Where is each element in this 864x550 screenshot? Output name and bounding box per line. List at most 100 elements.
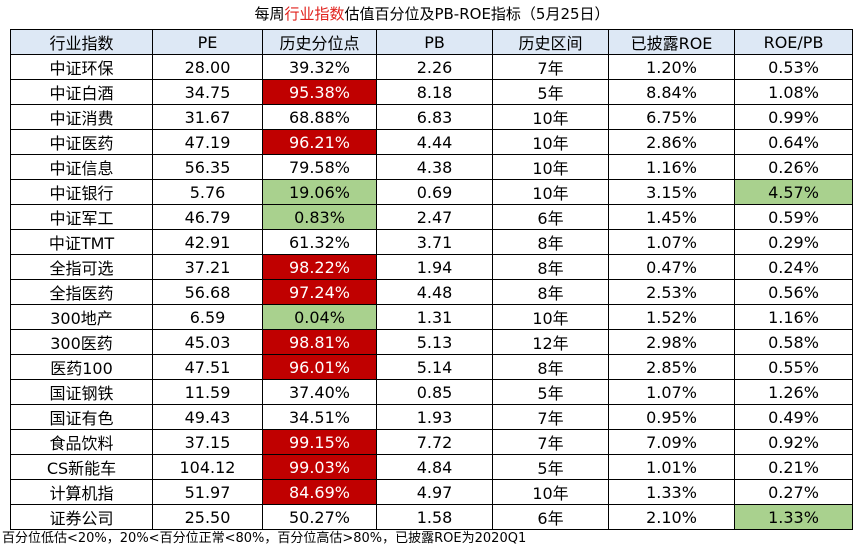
table-cell: 2.10%: [609, 505, 735, 530]
table-cell: 0.58%: [735, 330, 853, 355]
table-cell: 2.53%: [609, 280, 735, 305]
column-header: PE: [153, 30, 263, 55]
table-cell: 34.75: [153, 80, 263, 105]
table-cell: 中证TMT: [11, 230, 153, 255]
table-cell: 5年: [493, 455, 609, 480]
title-highlight: 行业指数: [284, 5, 345, 23]
table-cell: 0.04%: [263, 305, 377, 330]
table-cell: 5.76: [153, 180, 263, 205]
table-cell: 6年: [493, 205, 609, 230]
table-cell: 8.84%: [609, 80, 735, 105]
table-cell: 1.94: [377, 255, 493, 280]
table-cell: 10年: [493, 305, 609, 330]
table-cell: 0.27%: [735, 480, 853, 505]
table-cell: 4.44: [377, 130, 493, 155]
table-cell: 37.21: [153, 255, 263, 280]
table-cell: 1.33%: [735, 505, 853, 530]
table-cell: 50.27%: [263, 505, 377, 530]
table-cell: 1.31: [377, 305, 493, 330]
table-cell: 6年: [493, 505, 609, 530]
table-cell: 7年: [493, 405, 609, 430]
table-cell: 300医药: [11, 330, 153, 355]
table-cell: 39.32%: [263, 55, 377, 80]
table-cell: 1.26%: [735, 380, 853, 405]
table-cell: 食品饮料: [11, 430, 153, 455]
table-cell: 2.98%: [609, 330, 735, 355]
table-cell: 8年: [493, 255, 609, 280]
table-cell: 51.97: [153, 480, 263, 505]
table-cell: 99.03%: [263, 455, 377, 480]
table-cell: 2.86%: [609, 130, 735, 155]
table-cell: 3.15%: [609, 180, 735, 205]
table-cell: 4.48: [377, 280, 493, 305]
table-cell: 全指医药: [11, 280, 153, 305]
column-header: 历史分位点: [263, 30, 377, 55]
table-cell: 68.88%: [263, 105, 377, 130]
table-cell: 2.47: [377, 205, 493, 230]
table-cell: 104.12: [153, 455, 263, 480]
table-cell: 97.24%: [263, 280, 377, 305]
table-cell: 37.40%: [263, 380, 377, 405]
footnote: 百分位低估<20%，20%<百分位正常<80%，百分位高估>80%，已披露ROE…: [2, 531, 527, 546]
table-cell: 49.43: [153, 405, 263, 430]
table-cell: 79.58%: [263, 155, 377, 180]
table-cell: 6.83: [377, 105, 493, 130]
table-cell: 1.52%: [609, 305, 735, 330]
table-cell: CS新能车: [11, 455, 153, 480]
table-cell: 全指可选: [11, 255, 153, 280]
table-cell: 2.85%: [609, 355, 735, 380]
table-cell: 37.15: [153, 430, 263, 455]
table-cell: 56.35: [153, 155, 263, 180]
table-cell: 7.72: [377, 430, 493, 455]
table-cell: 98.22%: [263, 255, 377, 280]
table-cell: 96.01%: [263, 355, 377, 380]
table-cell: 0.92%: [735, 430, 853, 455]
table-cell: 0.21%: [735, 455, 853, 480]
table-cell: 0.47%: [609, 255, 735, 280]
table-cell: 0.85: [377, 380, 493, 405]
table-cell: 7.09%: [609, 430, 735, 455]
table-cell: 0.99%: [735, 105, 853, 130]
table-cell: 1.07%: [609, 380, 735, 405]
table-cell: 1.16%: [735, 305, 853, 330]
table-cell: 5年: [493, 380, 609, 405]
table-cell: 0.69: [377, 180, 493, 205]
table-cell: 8年: [493, 355, 609, 380]
table-cell: 2.26: [377, 55, 493, 80]
column-header: ROE/PB: [735, 30, 853, 55]
table-cell: 1.58: [377, 505, 493, 530]
table-cell: 0.53%: [735, 55, 853, 80]
table-cell: 中证医药: [11, 130, 153, 155]
table-cell: 1.93: [377, 405, 493, 430]
table-cell: 1.20%: [609, 55, 735, 80]
table-cell: 8年: [493, 230, 609, 255]
table-cell: 中证环保: [11, 55, 153, 80]
table-cell: 3.71: [377, 230, 493, 255]
table-cell: 34.51%: [263, 405, 377, 430]
table-cell: 0.24%: [735, 255, 853, 280]
table-cell: 证券公司: [11, 505, 153, 530]
table-cell: 98.81%: [263, 330, 377, 355]
table-cell: 中证军工: [11, 205, 153, 230]
table-cell: 中证白酒: [11, 80, 153, 105]
column-header: PB: [377, 30, 493, 55]
table-cell: 中证消费: [11, 105, 153, 130]
table-cell: 中证银行: [11, 180, 153, 205]
title-text: 每周: [254, 5, 285, 23]
table-cell: 10年: [493, 155, 609, 180]
table-cell: 0.26%: [735, 155, 853, 180]
table-cell: 12年: [493, 330, 609, 355]
table-cell: 61.32%: [263, 230, 377, 255]
table-cell: 0.49%: [735, 405, 853, 430]
table-cell: 42.91: [153, 230, 263, 255]
table-cell: 4.84: [377, 455, 493, 480]
table-cell: 11.59: [153, 380, 263, 405]
table-cell: 计算机指: [11, 480, 153, 505]
table-cell: 0.83%: [263, 205, 377, 230]
table-cell: 0.29%: [735, 230, 853, 255]
table-cell: 10年: [493, 130, 609, 155]
table-cell: 25.50: [153, 505, 263, 530]
table-cell: 10年: [493, 180, 609, 205]
table-cell: 45.03: [153, 330, 263, 355]
